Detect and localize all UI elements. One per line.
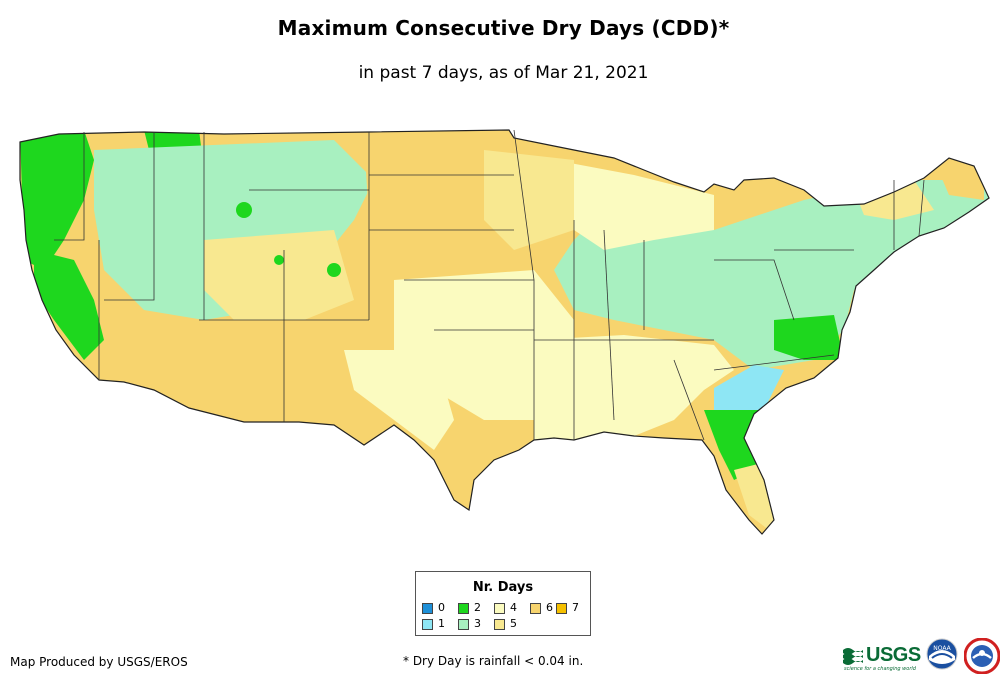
map-subtitle: in past 7 days, as of Mar 21, 2021	[358, 63, 649, 83]
noaa-wordmark: NOAA	[933, 645, 951, 652]
legend-label: 1	[438, 617, 445, 630]
noaa-logo-icon: NOAA	[926, 638, 958, 670]
agency-logos: USGS science for a changing world NOAA	[842, 636, 1002, 680]
legend-item-1: 1	[422, 617, 445, 631]
usgs-wave-icon	[843, 648, 863, 665]
legend-item-4: 4	[494, 601, 517, 615]
legend-swatch	[556, 602, 567, 614]
usgs-wordmark: USGS	[866, 644, 921, 666]
usgs-logo: USGS science for a changing world	[842, 642, 921, 676]
legend-item-5: 5	[494, 617, 517, 631]
legend-swatch	[422, 602, 433, 614]
usgs-tagline: science for a changing world	[844, 666, 916, 672]
legend-label: 2	[474, 601, 481, 614]
map-title: Maximum Consecutive Dry Days (CDD)*	[277, 16, 730, 40]
legend-label: 7	[572, 601, 579, 614]
state-borders	[54, 129, 925, 441]
legend: Nr. Days 0 1 2 3 4 5 6 7	[415, 571, 591, 636]
legend-label: 4	[510, 601, 517, 614]
legend-swatch	[530, 602, 541, 614]
legend-item-6: 6	[530, 601, 553, 615]
legend-swatch	[458, 602, 469, 614]
legend-item-0: 0	[422, 601, 445, 615]
legend-label: 5	[510, 617, 517, 630]
us-dry-days-map	[19, 129, 990, 535]
legend-swatch	[458, 618, 469, 630]
legend-label: 6	[546, 601, 553, 614]
nws-logo-icon	[964, 638, 1000, 674]
legend-item-2: 2	[458, 601, 481, 615]
legend-swatch	[422, 618, 433, 630]
map-producer-credit: Map Produced by USGS/EROS	[10, 655, 188, 669]
legend-swatch	[494, 618, 505, 630]
legend-item-7: 7	[556, 601, 579, 615]
legend-swatch	[494, 602, 505, 614]
dry-day-footnote: * Dry Day is rainfall < 0.04 in.	[403, 654, 584, 668]
legend-title: Nr. Days	[472, 580, 534, 595]
legend-label: 0	[438, 601, 445, 614]
legend-label: 3	[474, 617, 481, 630]
legend-item-3: 3	[458, 617, 481, 631]
